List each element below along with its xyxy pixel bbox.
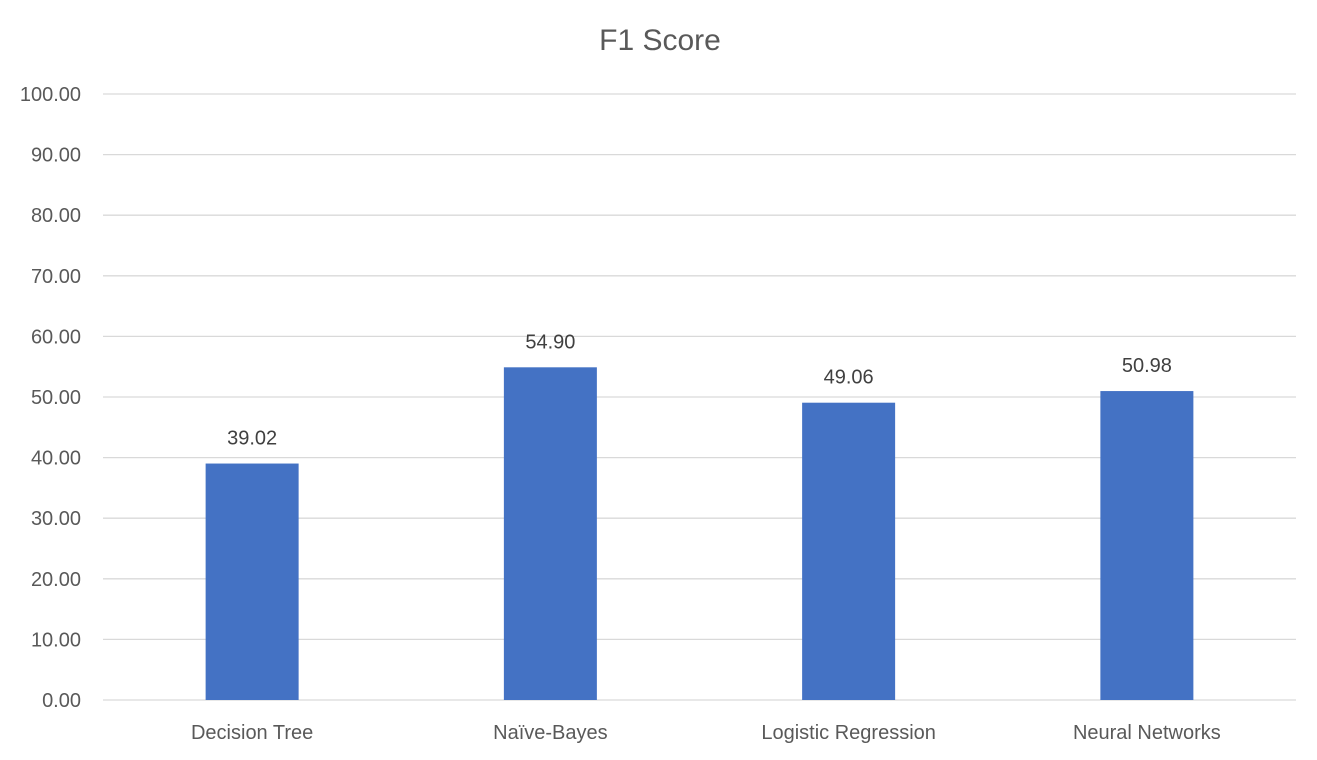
y-tick-label: 60.00 bbox=[31, 326, 81, 348]
y-tick-label: 20.00 bbox=[31, 569, 81, 591]
data-label: 50.98 bbox=[1122, 355, 1172, 377]
y-tick-label: 40.00 bbox=[31, 448, 81, 470]
category-label: Decision Tree bbox=[191, 722, 313, 744]
bar bbox=[1100, 391, 1194, 700]
bar bbox=[802, 402, 896, 700]
x-axis-category-labels: Decision Tree Naïve-Bayes Logistic Regress… bbox=[191, 722, 1221, 744]
data-labels: 39.02 54.90 49.06 50.98 bbox=[227, 331, 1172, 449]
y-tick-label: 90.00 bbox=[31, 145, 81, 167]
y-tick-label: 80.00 bbox=[31, 205, 81, 227]
y-tick-label: 30.00 bbox=[31, 508, 81, 530]
data-label: 54.90 bbox=[525, 331, 575, 353]
bars bbox=[205, 367, 1194, 700]
y-tick-label: 10.00 bbox=[31, 629, 81, 651]
gridlines bbox=[103, 93, 1296, 701]
data-label: 39.02 bbox=[227, 428, 277, 450]
data-label: 49.06 bbox=[824, 367, 874, 389]
category-label: Neural Networks bbox=[1073, 722, 1221, 744]
category-label: Naïve-Bayes bbox=[493, 722, 608, 744]
bar bbox=[503, 367, 597, 700]
y-tick-label: 50.00 bbox=[31, 387, 81, 409]
y-tick-label: 0.00 bbox=[42, 690, 81, 712]
category-label: Logistic Regression bbox=[761, 722, 936, 744]
bar bbox=[205, 463, 299, 700]
y-tick-label: 100.00 bbox=[20, 84, 81, 106]
chart-title: F1 Score bbox=[599, 24, 721, 57]
y-tick-label: 70.00 bbox=[31, 266, 81, 288]
y-axis-tick-labels: 0.00 10.00 20.00 30.00 40.00 50.00 60.00 70.00 8… bbox=[20, 84, 81, 712]
